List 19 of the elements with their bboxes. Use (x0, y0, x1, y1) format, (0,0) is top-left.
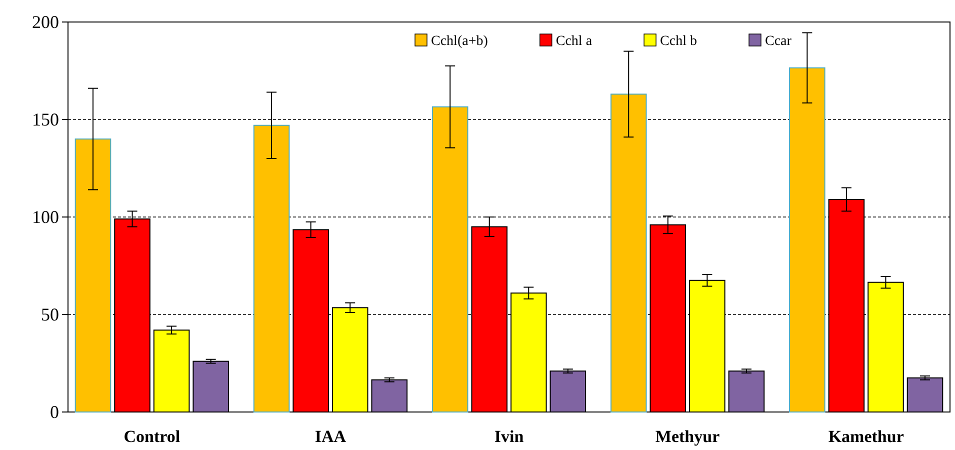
y-tick-label: 150 (32, 109, 59, 130)
legend-label: Cchl(a+b) (431, 34, 488, 49)
x-tick-label: Methyur (655, 427, 720, 446)
bar (74, 138, 112, 412)
x-tick-label: IAA (314, 427, 347, 446)
legend-label: Cchl a (556, 34, 593, 49)
y-tick-label: 200 (32, 12, 59, 32)
y-tick-label: 100 (32, 206, 59, 227)
x-tick-label: Kamethur (828, 427, 904, 446)
bar (789, 67, 826, 412)
x-tick-label: Ivin (494, 427, 524, 446)
bar (432, 106, 468, 412)
y-tick-label: 50 (41, 304, 59, 324)
x-tick-label: Control (124, 427, 180, 446)
y-tick-label: 0 (50, 402, 59, 422)
legend-label: Ccar (764, 34, 792, 49)
bar (610, 94, 647, 412)
legend-label: Cchl b (660, 34, 697, 49)
bar (253, 124, 290, 412)
